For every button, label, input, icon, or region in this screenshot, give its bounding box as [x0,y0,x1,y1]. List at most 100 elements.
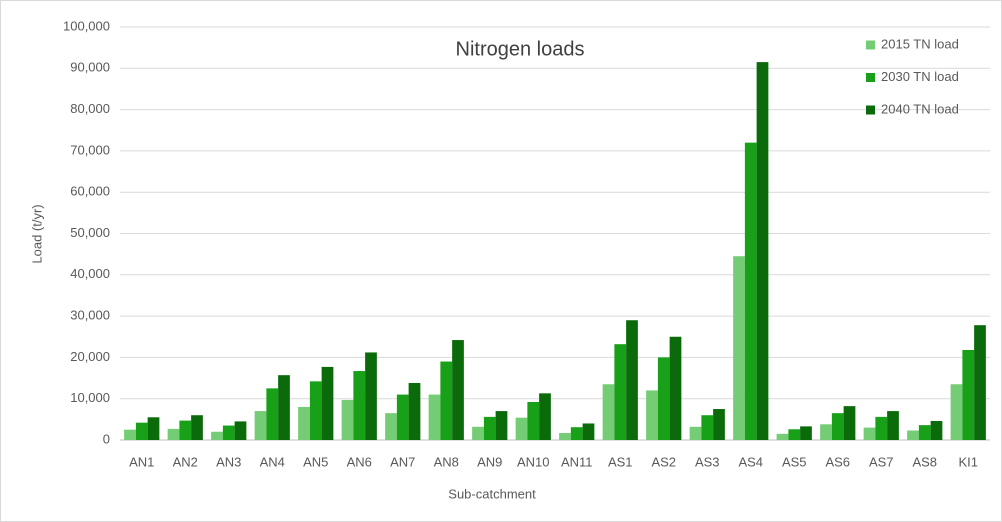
legend-swatch [866,105,875,115]
x-tick-label: AN1 [129,454,154,469]
bar [950,384,963,440]
bar [843,406,856,440]
bar [614,344,627,440]
x-axis-label: Sub-catchment [448,486,536,501]
x-tick-label: AN11 [561,454,593,469]
x-tick-label: AN10 [517,454,550,469]
bar [820,424,832,440]
bar [788,429,801,440]
x-tick-label: AN6 [347,454,372,469]
bar [472,426,484,440]
bar [515,417,528,440]
y-axis-label: Load (t/yr) [29,204,44,263]
bar [657,357,670,440]
x-tick-label: KI1 [958,454,978,469]
bar [278,375,290,440]
bar [831,413,844,440]
bar [907,430,919,440]
x-tick-label: AS2 [651,454,676,469]
y-tick-label: 70,000 [70,142,110,157]
bar [408,383,421,440]
y-tick-label: 100,000 [63,18,110,33]
bar [756,62,769,440]
x-tick-label: AN8 [434,454,459,469]
x-tick-label: AS6 [825,454,850,469]
y-tick-label: 20,000 [70,349,110,364]
bar [124,429,136,440]
bar [626,320,638,440]
bar [365,352,377,440]
x-tick-label: AN3 [216,454,241,469]
y-tick-label: 50,000 [70,225,110,240]
bar [713,409,725,440]
legend-label: 2030 TN load [881,69,959,84]
bar [800,426,812,440]
x-tick-label: AN7 [390,454,415,469]
bar [341,399,354,440]
legend-swatch [866,73,875,82]
bar [179,420,192,440]
legend-label: 2015 TN load [881,36,959,51]
bar [539,393,551,440]
bar [396,394,409,440]
bar [962,349,975,440]
x-tick-label: AS3 [695,454,720,469]
y-tick-label: 90,000 [70,60,110,75]
bar [733,256,745,440]
bar [191,415,203,440]
bar [298,406,310,440]
bar [559,432,571,440]
bar [701,415,714,440]
bar [875,416,888,440]
bar [744,142,757,440]
bar [527,402,540,440]
bar [321,366,334,440]
bar [776,433,789,440]
chart-title: Nitrogen loads [456,38,585,60]
bar [570,427,583,440]
bar [887,411,899,440]
bar [147,417,160,440]
bar [254,411,267,440]
bar [483,416,496,440]
bar [974,325,986,440]
x-tick-label: AN4 [260,454,285,469]
x-tick-label: AN2 [173,454,198,469]
bar [309,381,322,440]
bar [689,426,702,440]
legend-label: 2040 TN load [881,101,959,116]
bar [930,421,943,440]
bar [602,384,615,440]
x-tick-label: AS5 [782,454,807,469]
y-tick-label: 80,000 [70,101,110,116]
x-tick-label: AS7 [869,454,894,469]
x-tick-label: AN5 [303,454,328,469]
bar [440,361,453,440]
legend-swatch [866,40,875,50]
x-tick-label: AS1 [608,454,633,469]
x-tick-label: AS4 [738,454,763,469]
y-tick-label: 10,000 [70,390,110,405]
y-tick-label: 40,000 [70,266,110,281]
bar [353,371,366,440]
bar [211,431,223,440]
bar [234,421,247,440]
bar [266,388,279,440]
x-tick-label: AS8 [912,454,937,469]
x-tick-label: AN9 [477,454,502,469]
y-tick-label: 60,000 [70,184,110,199]
bar [863,427,876,440]
bar [167,428,180,440]
bar [669,336,682,440]
y-tick-label: 30,000 [70,308,110,323]
bar [222,425,235,440]
bar [582,423,595,440]
bar [452,340,464,440]
bar [495,411,508,440]
y-tick-label: 0 [103,431,110,446]
bar [135,422,148,440]
bar [428,394,441,440]
bar [385,413,397,440]
